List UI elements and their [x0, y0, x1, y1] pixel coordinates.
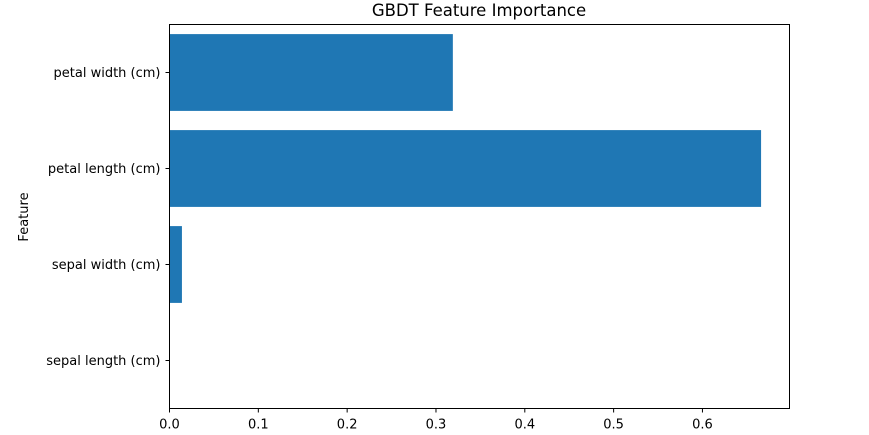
x-tick-label-0: 0.0	[159, 418, 180, 433]
y-tick-label-3: petal width (cm)	[54, 66, 161, 81]
bar-3	[169, 34, 453, 111]
y-tick-label-0: sepal length (cm)	[46, 354, 160, 369]
x-tick-label-6: 0.6	[692, 418, 713, 433]
y-tick-label-2: petal length (cm)	[48, 162, 161, 177]
x-tick-label-3: 0.3	[426, 418, 447, 433]
x-ticks-group: 0.0 0.1 0.2 0.3 0.4 0.5 0.6	[159, 408, 713, 433]
bar-2	[169, 130, 762, 207]
y-axis-label: Feature	[17, 192, 32, 241]
x-tick-label-1: 0.1	[248, 418, 269, 433]
x-tick-label-2: 0.2	[337, 418, 358, 433]
x-tick-label-5: 0.5	[603, 418, 624, 433]
y-ticks-group: sepal length (cm) sepal width (cm) petal l…	[46, 66, 170, 369]
bars-group	[169, 34, 762, 303]
bar-1	[169, 226, 182, 303]
chart-title: GBDT Feature Importance	[372, 1, 586, 20]
x-tick-label-4: 0.4	[514, 418, 535, 433]
y-tick-label-1: sepal width (cm)	[52, 258, 161, 273]
plot-frame	[169, 24, 790, 409]
